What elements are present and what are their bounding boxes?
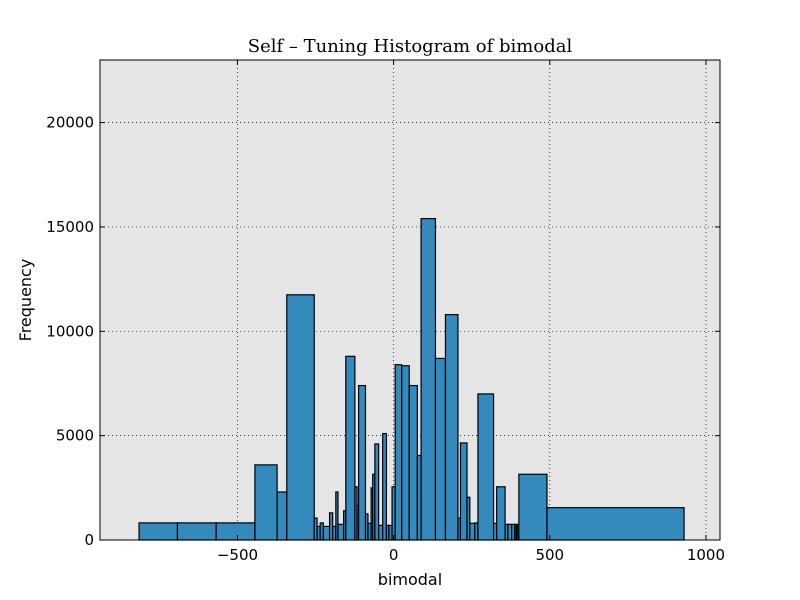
histogram-bar	[215, 522, 256, 541]
histogram-bar	[358, 384, 367, 541]
histogram-bar	[394, 364, 403, 541]
histogram-bar	[337, 523, 345, 541]
x-tick-label: −500	[217, 546, 258, 564]
histogram-bar	[459, 442, 468, 541]
histogram-bar	[518, 473, 548, 541]
chart-title: Self – Tuning Histogram of bimodal	[248, 36, 573, 57]
histogram-bar	[469, 522, 476, 541]
histogram-bar	[382, 432, 388, 541]
histogram-bar	[276, 491, 288, 541]
histogram-bar	[496, 486, 506, 541]
histogram-bar	[176, 522, 217, 541]
y-tick-label: 15000	[46, 218, 94, 236]
histogram-bar	[286, 294, 315, 541]
histogram-bar	[477, 393, 495, 541]
histogram-bar	[420, 218, 437, 541]
x-axis-title: bimodal	[378, 570, 442, 589]
histogram-bar	[345, 355, 356, 541]
histogram-bar	[378, 524, 384, 541]
histogram-bar	[444, 314, 459, 541]
histogram-bar	[401, 365, 410, 541]
x-tick-label: 1000	[687, 546, 725, 564]
y-axis-title: Frequency	[16, 259, 35, 342]
histogram-bar	[254, 464, 278, 541]
x-tick-label: 0	[389, 546, 399, 564]
y-tick-label: 5000	[56, 427, 94, 445]
histogram-bar	[138, 522, 179, 541]
y-tick-label: 0	[84, 531, 94, 549]
histogram-bar	[322, 525, 331, 541]
y-tick-label: 20000	[46, 114, 94, 132]
histogram-bar	[408, 384, 418, 541]
x-tick-label: 500	[535, 546, 564, 564]
y-tick-label: 10000	[46, 322, 94, 340]
grid-lines	[100, 60, 720, 541]
plot-frame	[99, 59, 721, 541]
histogram-bar	[434, 357, 447, 541]
histogram-bar	[546, 507, 685, 541]
